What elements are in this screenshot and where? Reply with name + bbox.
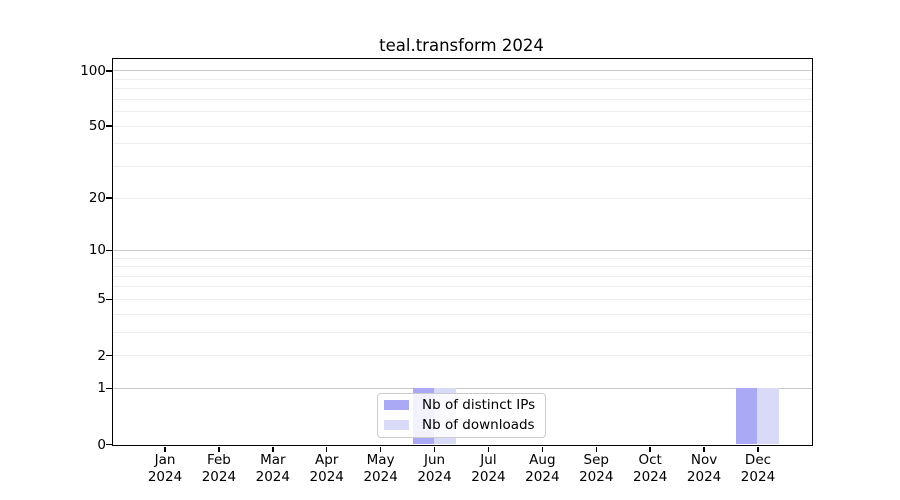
x-tick-label: Mar 2024 xyxy=(255,452,290,485)
y-tick-label: 10 xyxy=(88,242,106,259)
gridline-major xyxy=(112,249,812,251)
x-tick-label: Jul 2024 xyxy=(471,452,506,485)
gridline-major xyxy=(112,387,812,389)
x-tick-label: Feb 2024 xyxy=(201,452,237,485)
x-tick-mark xyxy=(487,446,490,452)
gridline-minor xyxy=(112,143,812,145)
y-tick-mark xyxy=(106,249,112,252)
gridline-minor xyxy=(112,266,812,268)
legend-item-distinct-ips: Nb of distinct IPs xyxy=(384,397,545,413)
y-tick-mark xyxy=(106,70,112,72)
legend-swatch-downloads xyxy=(384,420,409,430)
gridline-minor xyxy=(112,257,812,259)
legend-label-downloads: Nb of downloads xyxy=(422,417,535,433)
gridline-minor xyxy=(112,275,812,277)
gridline-minor xyxy=(112,298,812,300)
x-tick-mark xyxy=(218,446,220,452)
gridline-minor xyxy=(112,88,812,90)
legend-swatch-distinct-ips xyxy=(384,400,409,410)
x-tick-mark xyxy=(433,446,436,452)
y-tick-label: 5 xyxy=(97,291,106,308)
x-tick-mark xyxy=(703,446,705,452)
y-tick-label: 0 xyxy=(97,436,106,453)
y-tick-mark xyxy=(106,197,112,199)
y-tick-label: 20 xyxy=(88,190,106,207)
gridline-minor xyxy=(112,78,812,80)
gridline-minor xyxy=(112,166,812,168)
y-tick-label: 100 xyxy=(80,62,106,79)
y-tick-mark xyxy=(106,298,112,301)
x-tick-mark xyxy=(541,446,544,452)
y-tick-label: 2 xyxy=(97,347,106,364)
y-tick-label: 50 xyxy=(88,118,106,135)
x-tick-mark xyxy=(164,446,166,452)
gridline-minor xyxy=(112,197,812,199)
y-tick-mark xyxy=(106,354,112,357)
gridline-minor xyxy=(112,286,812,288)
gridline-minor xyxy=(112,331,812,333)
x-tick-label: Sep 2024 xyxy=(579,452,614,485)
legend-label-distinct-ips: Nb of distinct IPs xyxy=(422,397,536,413)
x-tick-mark xyxy=(649,446,651,452)
x-tick-label: Dec 2024 xyxy=(740,452,776,485)
x-tick-label: Oct 2024 xyxy=(632,452,668,485)
y-tick-mark xyxy=(106,125,112,127)
chart-title: teal.transform 2024 xyxy=(379,36,544,55)
y-tick-mark xyxy=(106,387,112,390)
x-tick-label: Aug 2024 xyxy=(525,452,560,485)
bar-downloads xyxy=(757,387,779,444)
x-tick-label: Apr 2024 xyxy=(309,452,344,485)
x-tick-label: Jan 2024 xyxy=(147,452,183,485)
x-tick-mark xyxy=(757,446,759,452)
y-tick-mark xyxy=(106,443,112,446)
gridline-minor xyxy=(112,111,812,113)
x-tick-mark xyxy=(595,446,598,452)
x-tick-mark xyxy=(379,446,382,452)
x-tick-label: May 2024 xyxy=(363,452,398,485)
y-tick-label: 1 xyxy=(97,380,106,397)
legend-item-downloads: Nb of downloads xyxy=(384,417,545,433)
x-tick-label: Jun 2024 xyxy=(417,452,452,485)
bar-distinct_ips xyxy=(735,387,758,444)
plot-area xyxy=(111,57,813,446)
gridline-minor xyxy=(112,355,812,357)
x-tick-mark xyxy=(325,446,328,452)
x-tick-label: Nov 2024 xyxy=(686,452,722,485)
gridline-minor xyxy=(112,313,812,315)
legend: Nb of distinct IPs Nb of downloads xyxy=(377,392,546,438)
gridline-minor xyxy=(112,125,812,127)
gridline-major xyxy=(112,70,812,72)
x-tick-mark xyxy=(272,446,274,452)
gridline-minor xyxy=(112,98,812,100)
